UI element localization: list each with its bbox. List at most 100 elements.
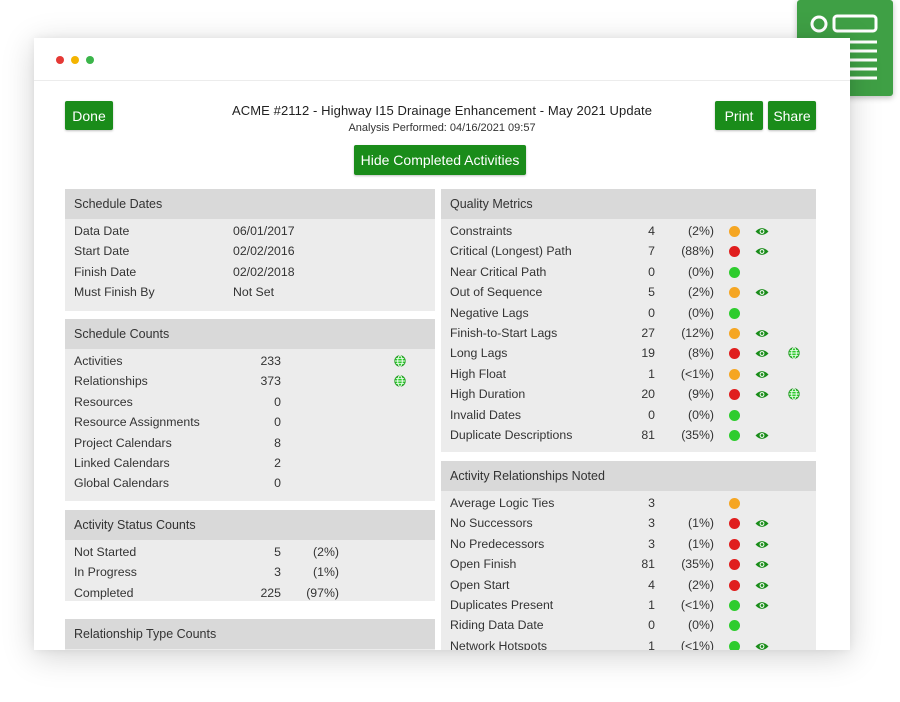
table-row[interactable]: Negative Lags 0 (0%) — [441, 303, 816, 323]
row-label: No Predecessors — [450, 536, 545, 551]
row-label: Finish Date — [74, 264, 137, 279]
panel-header: Relationship Type Counts — [65, 619, 435, 649]
globe-icon[interactable] — [394, 375, 406, 388]
table-row: Activities 233 — [65, 351, 435, 371]
eye-icon[interactable] — [755, 601, 769, 610]
globe-icon[interactable] — [394, 355, 406, 367]
table-row[interactable]: Open Finish 81 (35%) — [441, 554, 816, 574]
table-row[interactable]: Constraints 4 (2%) — [441, 221, 816, 241]
row-value: 4 — [648, 224, 655, 238]
table-row[interactable]: No Predecessors 3 (1%) — [441, 534, 816, 554]
row-value: 8 — [274, 435, 281, 450]
table-row[interactable]: Network Hotspots 1 (<1%) — [441, 636, 816, 650]
eye-icon[interactable] — [755, 540, 769, 549]
table-row: Linked Calendars 2 — [65, 453, 435, 473]
status-indicator-red — [729, 246, 740, 258]
row-label: Not Started — [74, 545, 137, 559]
row-label: No Successors — [450, 516, 533, 531]
table-row[interactable]: Riding Data Date 0 (0%) — [441, 615, 816, 635]
eye-icon[interactable] — [755, 288, 769, 297]
share-button[interactable]: Share — [768, 101, 816, 130]
row-label: Relationships — [74, 374, 148, 389]
eye-icon[interactable] — [755, 581, 769, 590]
table-row: In Progress 3 (1%) — [65, 562, 435, 582]
row-label: Riding Data Date — [450, 618, 544, 633]
row-label: In Progress — [74, 565, 137, 580]
row-value: 2 — [274, 455, 281, 470]
row-label: Start Date — [74, 244, 130, 259]
table-row[interactable]: Open Start 4 (2%) — [441, 575, 816, 595]
row-value: 0 — [274, 476, 281, 491]
table-row: Completed 225 (97%) — [65, 583, 435, 603]
status-indicator-green — [729, 640, 740, 650]
globe-icon[interactable] — [788, 347, 800, 360]
table-row[interactable]: High Float 1 (<1%) — [441, 364, 816, 384]
row-label: Completed — [74, 585, 134, 600]
row-label: Near Critical Path — [450, 264, 547, 279]
window-close-button[interactable] — [56, 56, 64, 64]
table-row[interactable]: Critical (Longest) Path 7 (88%) — [441, 241, 816, 261]
status-indicator-orange — [729, 226, 740, 237]
row-value: 4 — [648, 577, 655, 592]
table-row[interactable]: Duplicates Present 1 (<1%) — [441, 595, 816, 615]
eye-icon[interactable] — [755, 390, 769, 399]
row-label: Invalid Dates — [450, 407, 522, 422]
eye-icon[interactable] — [755, 370, 769, 379]
row-label: Open Finish — [450, 557, 517, 572]
table-row: Not Started 5 (2%) — [65, 542, 435, 562]
table-row[interactable]: Out of Sequence 5 (2%) — [441, 282, 816, 302]
row-value: 373 — [260, 374, 281, 389]
globe-icon[interactable] — [788, 388, 800, 400]
table-row[interactable]: Near Critical Path 0 (0%) — [441, 262, 816, 282]
eye-icon[interactable] — [755, 519, 769, 528]
eye-icon[interactable] — [755, 560, 769, 569]
row-value: 0 — [274, 415, 281, 430]
table-row[interactable]: Long Lags 19 (8%) — [441, 343, 816, 363]
eye-icon[interactable] — [755, 247, 769, 256]
eye-icon[interactable] — [755, 642, 769, 650]
app-window: Done ACME #2112 - Highway I15 Drainage E… — [34, 38, 850, 650]
relationship-type-panel: Relationship Type Counts — [65, 619, 435, 650]
row-value: 0 — [648, 407, 655, 422]
status-indicator-red — [729, 579, 740, 591]
row-value: 27 — [641, 325, 655, 340]
window-titlebar — [34, 38, 850, 81]
row-label: Duplicates Present — [450, 597, 554, 612]
table-row[interactable]: Finish-to-Start Lags 27 (12%) — [441, 323, 816, 343]
row-value: 0 — [648, 305, 655, 320]
row-percent: (35%) — [681, 427, 714, 442]
print-button[interactable]: Print — [715, 101, 763, 130]
row-label: High Duration — [450, 387, 526, 402]
row-value: 06/01/2017 — [233, 224, 295, 238]
row-percent: (0%) — [688, 264, 714, 279]
activity-relationships-panel: Activity Relationships Noted Average Log… — [441, 461, 816, 650]
table-row[interactable]: High Duration 20 (9%) — [441, 384, 816, 404]
row-label: Duplicate Descriptions — [450, 427, 573, 442]
panel-header: Activity Status Counts — [65, 510, 435, 540]
row-percent: (2%) — [313, 545, 339, 559]
done-button[interactable]: Done — [65, 101, 113, 130]
eye-icon[interactable] — [755, 349, 769, 358]
status-indicator-green — [729, 409, 740, 421]
status-indicator-orange — [729, 287, 740, 299]
row-value: 7 — [648, 244, 655, 259]
row-value: 1 — [648, 597, 655, 612]
row-value: 3 — [648, 536, 655, 551]
row-label: Activities — [74, 354, 123, 368]
window-minimize-button[interactable] — [71, 56, 79, 64]
eye-icon[interactable] — [755, 227, 769, 236]
row-label: Finish-to-Start Lags — [450, 325, 558, 340]
row-value: 02/02/2016 — [233, 244, 295, 259]
table-row[interactable]: Average Logic Ties 3 — [441, 493, 816, 513]
eye-icon[interactable] — [755, 431, 769, 440]
table-row[interactable]: Duplicate Descriptions 81 (35%) — [441, 425, 816, 445]
row-percent: (97%) — [306, 585, 339, 600]
row-label: Open Start — [450, 577, 510, 592]
table-row[interactable]: No Successors 3 (1%) — [441, 513, 816, 533]
eye-icon[interactable] — [755, 329, 769, 338]
hide-completed-button[interactable]: Hide Completed Activities — [354, 145, 526, 175]
report-content: Done ACME #2112 - Highway I15 Drainage E… — [34, 81, 850, 650]
table-row[interactable]: Invalid Dates 0 (0%) — [441, 405, 816, 425]
window-maximize-button[interactable] — [86, 56, 94, 64]
row-label: Global Calendars — [74, 476, 170, 491]
